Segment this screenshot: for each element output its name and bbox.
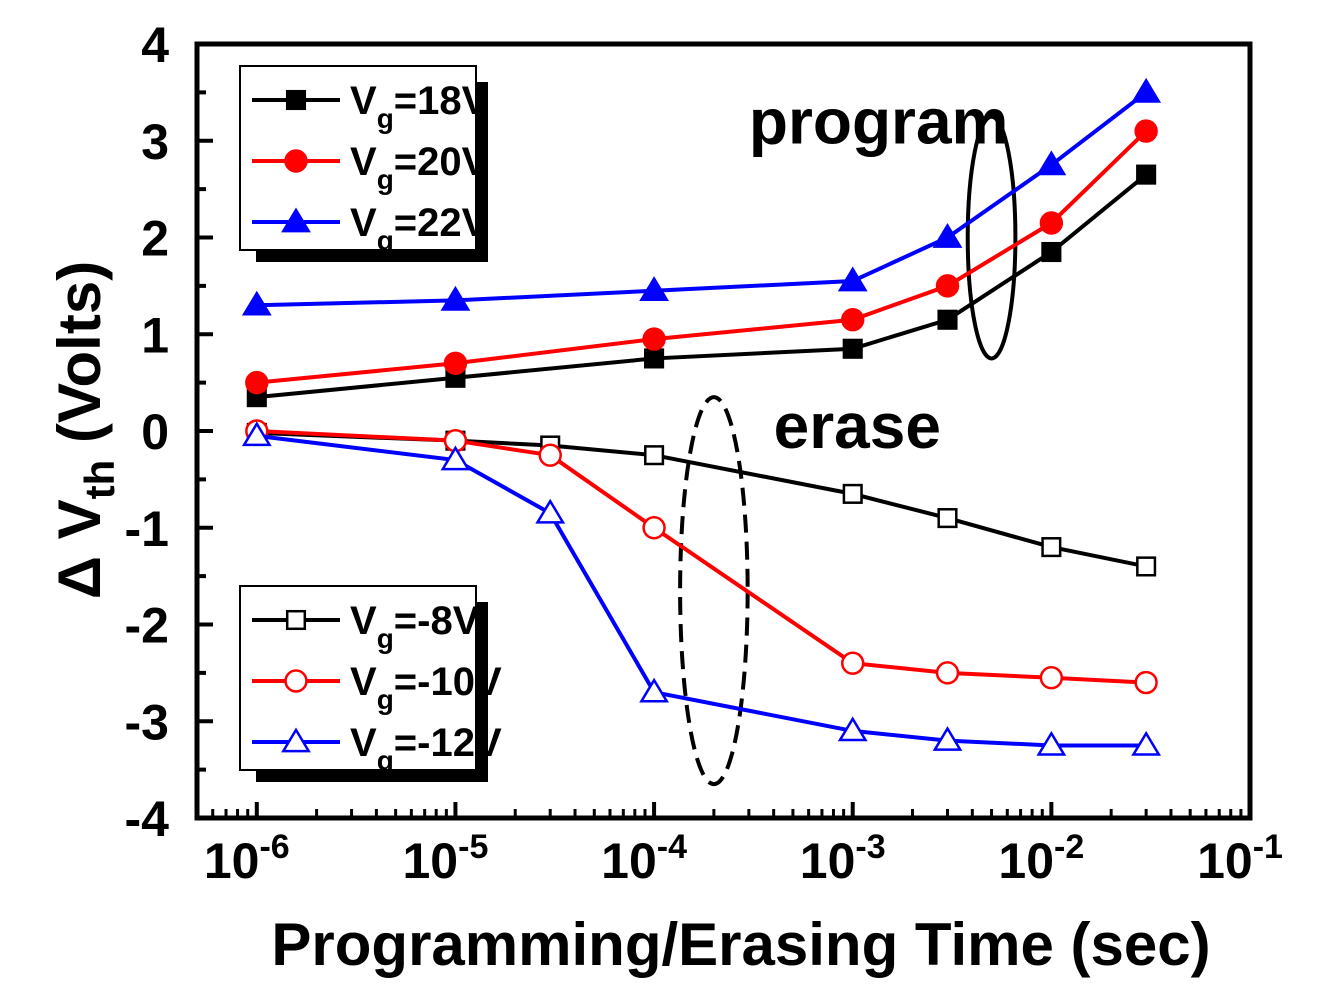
data-point <box>935 274 960 298</box>
data-point <box>644 445 665 466</box>
legend-item-Vg=-8V: Vg=-8V <box>252 599 480 654</box>
annotation-erase: erase <box>774 390 941 462</box>
x-tick-label: 10-3 <box>800 828 886 889</box>
data-point <box>1134 670 1158 695</box>
series-Vg=-8V <box>246 422 1157 577</box>
legend-label: Vg=20V <box>350 140 489 195</box>
series-Vg=-10V <box>245 419 1158 695</box>
legend-erase-box <box>239 585 477 771</box>
data-point <box>538 443 562 467</box>
series-line <box>256 433 1147 748</box>
data-point <box>842 338 863 359</box>
data-point <box>644 348 665 369</box>
legend-marker <box>284 669 308 693</box>
program-ellipse <box>965 114 1018 361</box>
y-tick-label: -4 <box>125 791 170 847</box>
y-tick-label: 4 <box>141 17 169 73</box>
legend-marker <box>284 149 308 173</box>
data-point <box>937 309 958 330</box>
data-point <box>443 351 468 375</box>
legend-marker <box>285 609 307 631</box>
legend-item-Vg=-10V: Vg=-10V <box>252 660 502 715</box>
series-Vg=18V <box>246 164 1157 408</box>
series-Vg=22V <box>241 77 1162 316</box>
y-tick-label: 3 <box>141 114 169 170</box>
x-tick-label: 10-4 <box>601 828 687 889</box>
y-tick-label: -3 <box>125 694 169 750</box>
legend-marker <box>285 89 307 111</box>
legend-program-box <box>239 65 477 251</box>
x-tick-label: 10-5 <box>403 828 489 889</box>
data-point <box>642 327 666 351</box>
data-point <box>440 445 471 471</box>
annotation-program: program <box>749 85 1009 157</box>
data-point <box>837 266 868 292</box>
plot-frame <box>194 41 1253 821</box>
data-point <box>1036 150 1067 176</box>
x-tick-label: 10-6 <box>204 828 290 889</box>
legend-label: Vg=-8V <box>350 599 480 654</box>
erase-ellipse <box>678 395 750 787</box>
series-Vg=20V <box>245 119 1158 395</box>
data-point <box>837 716 868 742</box>
data-point <box>1039 211 1064 235</box>
legend-label: Vg=-12V <box>350 721 502 776</box>
y-tick-label: -2 <box>125 598 169 654</box>
series-Vg=-12V <box>241 421 1162 756</box>
legend-label: Vg=18V <box>350 79 489 134</box>
data-point <box>932 222 963 248</box>
data-point <box>245 370 269 395</box>
legend-item-Vg=-12V: Vg=-12V <box>252 721 502 776</box>
data-point <box>639 677 669 703</box>
legend-label: Vg=22V <box>350 201 489 256</box>
x-tick-label: 10-1 <box>1197 828 1283 889</box>
data-point <box>842 483 863 504</box>
y-tick-label: -1 <box>125 501 169 557</box>
legend-program: Vg=18V Vg=20V Vg=22V <box>239 65 489 262</box>
data-point <box>1136 164 1157 185</box>
legend-marker <box>281 207 311 233</box>
data-point <box>1036 730 1067 756</box>
annotation-layer: program erase <box>749 85 1009 462</box>
y-tick-label: 1 <box>141 307 169 363</box>
data-point <box>1041 537 1062 558</box>
series-line <box>256 429 1147 685</box>
y-tick-label: 2 <box>141 211 169 267</box>
data-point <box>841 308 865 332</box>
data-point <box>639 276 669 302</box>
y-tick-label: 0 <box>141 404 169 460</box>
data-point <box>1041 241 1062 263</box>
data-point <box>440 285 471 311</box>
data-point <box>535 498 566 524</box>
data-point <box>1131 77 1162 103</box>
data-point <box>937 508 958 529</box>
data-point <box>241 421 272 447</box>
data-point <box>841 651 865 675</box>
data-point <box>1134 119 1158 143</box>
data-point <box>935 661 960 685</box>
data-point <box>241 290 272 316</box>
legend-marker <box>281 727 311 753</box>
legend-item-Vg=20V: Vg=20V <box>252 140 489 195</box>
data-point <box>1136 556 1157 577</box>
series-layer <box>241 77 1162 756</box>
x-tick-label: 10-2 <box>998 828 1084 889</box>
data-point <box>642 516 666 540</box>
data-point <box>932 726 963 751</box>
legend-item-Vg=18V: Vg=18V <box>252 79 489 134</box>
data-point <box>1039 666 1064 690</box>
data-point <box>1131 730 1162 756</box>
legend-erase: Vg=-8V Vg=-10V Vg=-12V <box>239 585 502 782</box>
y-axis-label: Δ Vth (Volts) <box>46 261 123 599</box>
legend-label: Vg=-10V <box>350 660 502 715</box>
x-axis-label: Programming/Erasing Time (sec) <box>271 911 1210 978</box>
legend-item-Vg=22V: Vg=22V <box>252 201 489 256</box>
